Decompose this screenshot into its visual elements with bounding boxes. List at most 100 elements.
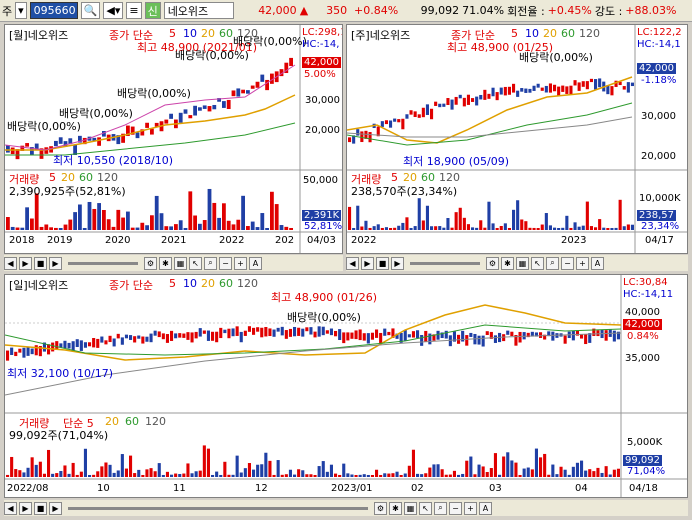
- candle: [241, 89, 245, 94]
- volume-bar: [241, 195, 245, 230]
- weekly-ma-5: 5: [511, 27, 518, 40]
- scroll-right-icon[interactable]: ▶: [49, 501, 62, 515]
- magnify-icon[interactable]: ⌕: [546, 256, 559, 270]
- candle: [265, 79, 269, 91]
- play-icon[interactable]: ▶: [19, 501, 32, 515]
- config-icon[interactable]: ✱: [501, 256, 514, 270]
- candle: [10, 347, 14, 355]
- daily-zoom-slider[interactable]: [68, 506, 368, 510]
- pointer-icon[interactable]: ↖: [189, 256, 202, 270]
- zoom-out-button[interactable]: −: [449, 501, 462, 515]
- menu-icon[interactable]: ≡: [126, 2, 142, 19]
- market-dropdown-icon[interactable]: ▾: [15, 2, 27, 19]
- pointer-icon[interactable]: ↖: [531, 256, 544, 270]
- volume-bar: [215, 471, 219, 477]
- volume-bar: [548, 225, 552, 230]
- volume-bar: [235, 455, 239, 477]
- speaker-icon[interactable]: ◀▾: [103, 2, 124, 19]
- stop-icon[interactable]: ■: [376, 256, 389, 270]
- volume-bar: [18, 470, 22, 477]
- volume-bar: [250, 221, 255, 230]
- settings-icon[interactable]: ⚙: [144, 256, 157, 270]
- candle: [510, 331, 514, 337]
- auto-button[interactable]: A: [249, 256, 262, 270]
- candle: [514, 335, 518, 346]
- daily-chart-panel: [일]네오위즈 종가 단순 5 10 20 60 120 최고 48,900 (…: [4, 274, 688, 498]
- candle: [440, 332, 444, 339]
- grid-icon[interactable]: ▦: [174, 256, 187, 270]
- config-icon[interactable]: ✱: [389, 501, 402, 515]
- weekly-ma-green: [347, 102, 633, 146]
- scroll-right-icon[interactable]: ▶: [49, 256, 62, 270]
- grid-icon[interactable]: ▦: [516, 256, 529, 270]
- candle: [622, 86, 626, 90]
- candle: [334, 330, 338, 337]
- candle: [425, 104, 429, 115]
- pointer-icon[interactable]: ↖: [419, 501, 432, 515]
- price-up-icon: ▲: [299, 4, 309, 17]
- stock-code-input[interactable]: 095660: [29, 2, 78, 19]
- monthly-ma-green: [5, 122, 296, 156]
- monthly-zoom-slider[interactable]: [68, 261, 138, 265]
- volume-bar: [366, 474, 370, 477]
- candle: [88, 342, 92, 347]
- config-icon[interactable]: ✱: [159, 256, 172, 270]
- candle: [165, 334, 169, 343]
- weekly-lc: LC:122,2: [637, 27, 682, 38]
- volume-bar: [34, 193, 39, 230]
- volume-bar: [618, 199, 622, 230]
- auto-button[interactable]: A: [591, 256, 604, 270]
- search-icon[interactable]: 🔍: [80, 2, 101, 19]
- volume-bar: [577, 226, 581, 230]
- stop-icon[interactable]: ■: [34, 256, 47, 270]
- candle: [370, 332, 374, 340]
- volume-value: 99,092: [420, 4, 460, 17]
- candle: [588, 333, 592, 343]
- volume-bar: [358, 474, 362, 477]
- volume-bar: [346, 473, 350, 477]
- scroll-right-icon[interactable]: ▶: [391, 256, 404, 270]
- weekly-zoom-slider[interactable]: [410, 261, 480, 265]
- candle: [153, 330, 157, 336]
- volume-bar: [265, 227, 269, 230]
- magnify-icon[interactable]: ⌕: [434, 501, 447, 515]
- volume-bar: [507, 227, 511, 230]
- scroll-left-icon[interactable]: ◀: [4, 501, 17, 515]
- candle: [604, 330, 608, 341]
- candle: [539, 332, 543, 338]
- zoom-out-button[interactable]: −: [561, 256, 574, 270]
- scroll-left-icon[interactable]: ◀: [4, 256, 17, 270]
- volume-bar: [512, 209, 516, 230]
- zoom-in-button[interactable]: +: [234, 256, 247, 270]
- stop-icon[interactable]: ■: [34, 501, 47, 515]
- daily-x-3: 12: [255, 483, 268, 494]
- candle: [580, 334, 584, 339]
- weekly-vol-title: 거래량: [351, 173, 382, 186]
- zoom-in-button[interactable]: +: [576, 256, 589, 270]
- candle: [236, 88, 241, 97]
- candle: [573, 80, 577, 86]
- volume-bar: [528, 227, 532, 230]
- auto-button[interactable]: A: [479, 501, 492, 515]
- volume-bar: [610, 227, 614, 230]
- zoom-out-button[interactable]: −: [219, 256, 232, 270]
- volume-bar: [276, 460, 280, 477]
- settings-icon[interactable]: ⚙: [374, 501, 387, 515]
- settings-icon[interactable]: ⚙: [486, 256, 499, 270]
- volume-bar: [432, 464, 436, 477]
- zoom-in-button[interactable]: +: [464, 501, 477, 515]
- play-icon[interactable]: ▶: [19, 256, 32, 270]
- grid-icon[interactable]: ▦: [404, 501, 417, 515]
- volume-bar: [20, 227, 25, 230]
- volume-bar: [510, 460, 514, 477]
- volume-bar: [183, 227, 188, 230]
- play-icon[interactable]: ▶: [361, 256, 374, 270]
- candle: [606, 85, 610, 95]
- volume-bar: [454, 212, 458, 230]
- magnify-icon[interactable]: ⌕: [204, 256, 217, 270]
- scroll-left-icon[interactable]: ◀: [346, 256, 359, 270]
- volume-bar: [370, 474, 374, 477]
- daily-volume: [6, 445, 620, 477]
- candle: [250, 85, 255, 89]
- volume-bar: [10, 456, 14, 477]
